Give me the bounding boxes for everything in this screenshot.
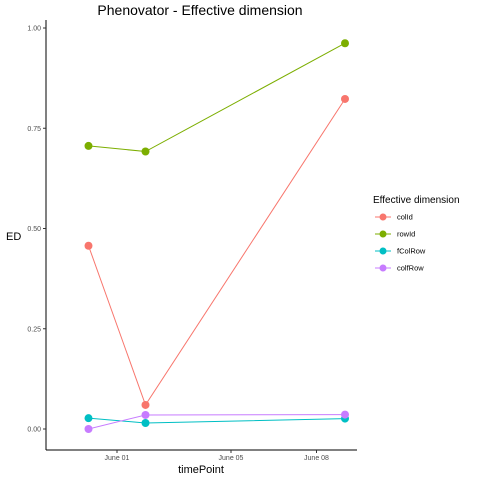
y-tick-label: 0.50 (27, 226, 41, 233)
y-tick-label: 0.00 (27, 427, 41, 434)
plot-area (84, 39, 349, 433)
legend-key-point (379, 247, 387, 255)
data-point-colfRow (84, 425, 93, 433)
y-tick-label: 0.75 (27, 126, 41, 133)
data-point-colId (84, 241, 93, 250)
legend-title: Effective dimension (373, 195, 460, 206)
legend-label: rowId (397, 230, 415, 239)
x-tick-label: June 01 (105, 455, 130, 462)
series-line-rowId (88, 42, 346, 153)
legend-label: colfRow (397, 264, 424, 273)
legend: Effective dimension colId rowId fColRow col… (373, 195, 460, 273)
data-point-rowId (341, 39, 349, 48)
x-tick-label: June 08 (304, 455, 329, 462)
data-point-fColRow (141, 418, 150, 427)
series-line-fColRow (88, 417, 346, 424)
data-point-colfRow (141, 410, 150, 419)
data-point-colfRow (341, 410, 349, 419)
legend-key-point (379, 264, 387, 272)
data-point-rowId (141, 147, 150, 156)
chart-title: Phenovator - Effective dimension (97, 2, 302, 18)
series-line-colId (88, 98, 346, 407)
x-tick-label: June 05 (219, 455, 244, 462)
y-tick-label: 0.25 (27, 326, 41, 333)
data-point-colId (141, 400, 150, 409)
y-tick-label: 1.00 (27, 26, 41, 33)
legend-key-point (379, 230, 387, 238)
data-point-colId (341, 94, 349, 103)
axes: ED timePoint 0.00 0.25 0.50 0.75 1.00 June 01… (6, 20, 357, 476)
legend-key-point (379, 213, 387, 221)
x-axis-title: timePoint (178, 464, 224, 476)
y-axis-title: ED (6, 231, 21, 243)
legend-label: fColRow (397, 247, 426, 256)
legend-label: colId (397, 213, 413, 222)
data-point-fColRow (84, 414, 93, 423)
data-point-rowId (84, 141, 93, 150)
